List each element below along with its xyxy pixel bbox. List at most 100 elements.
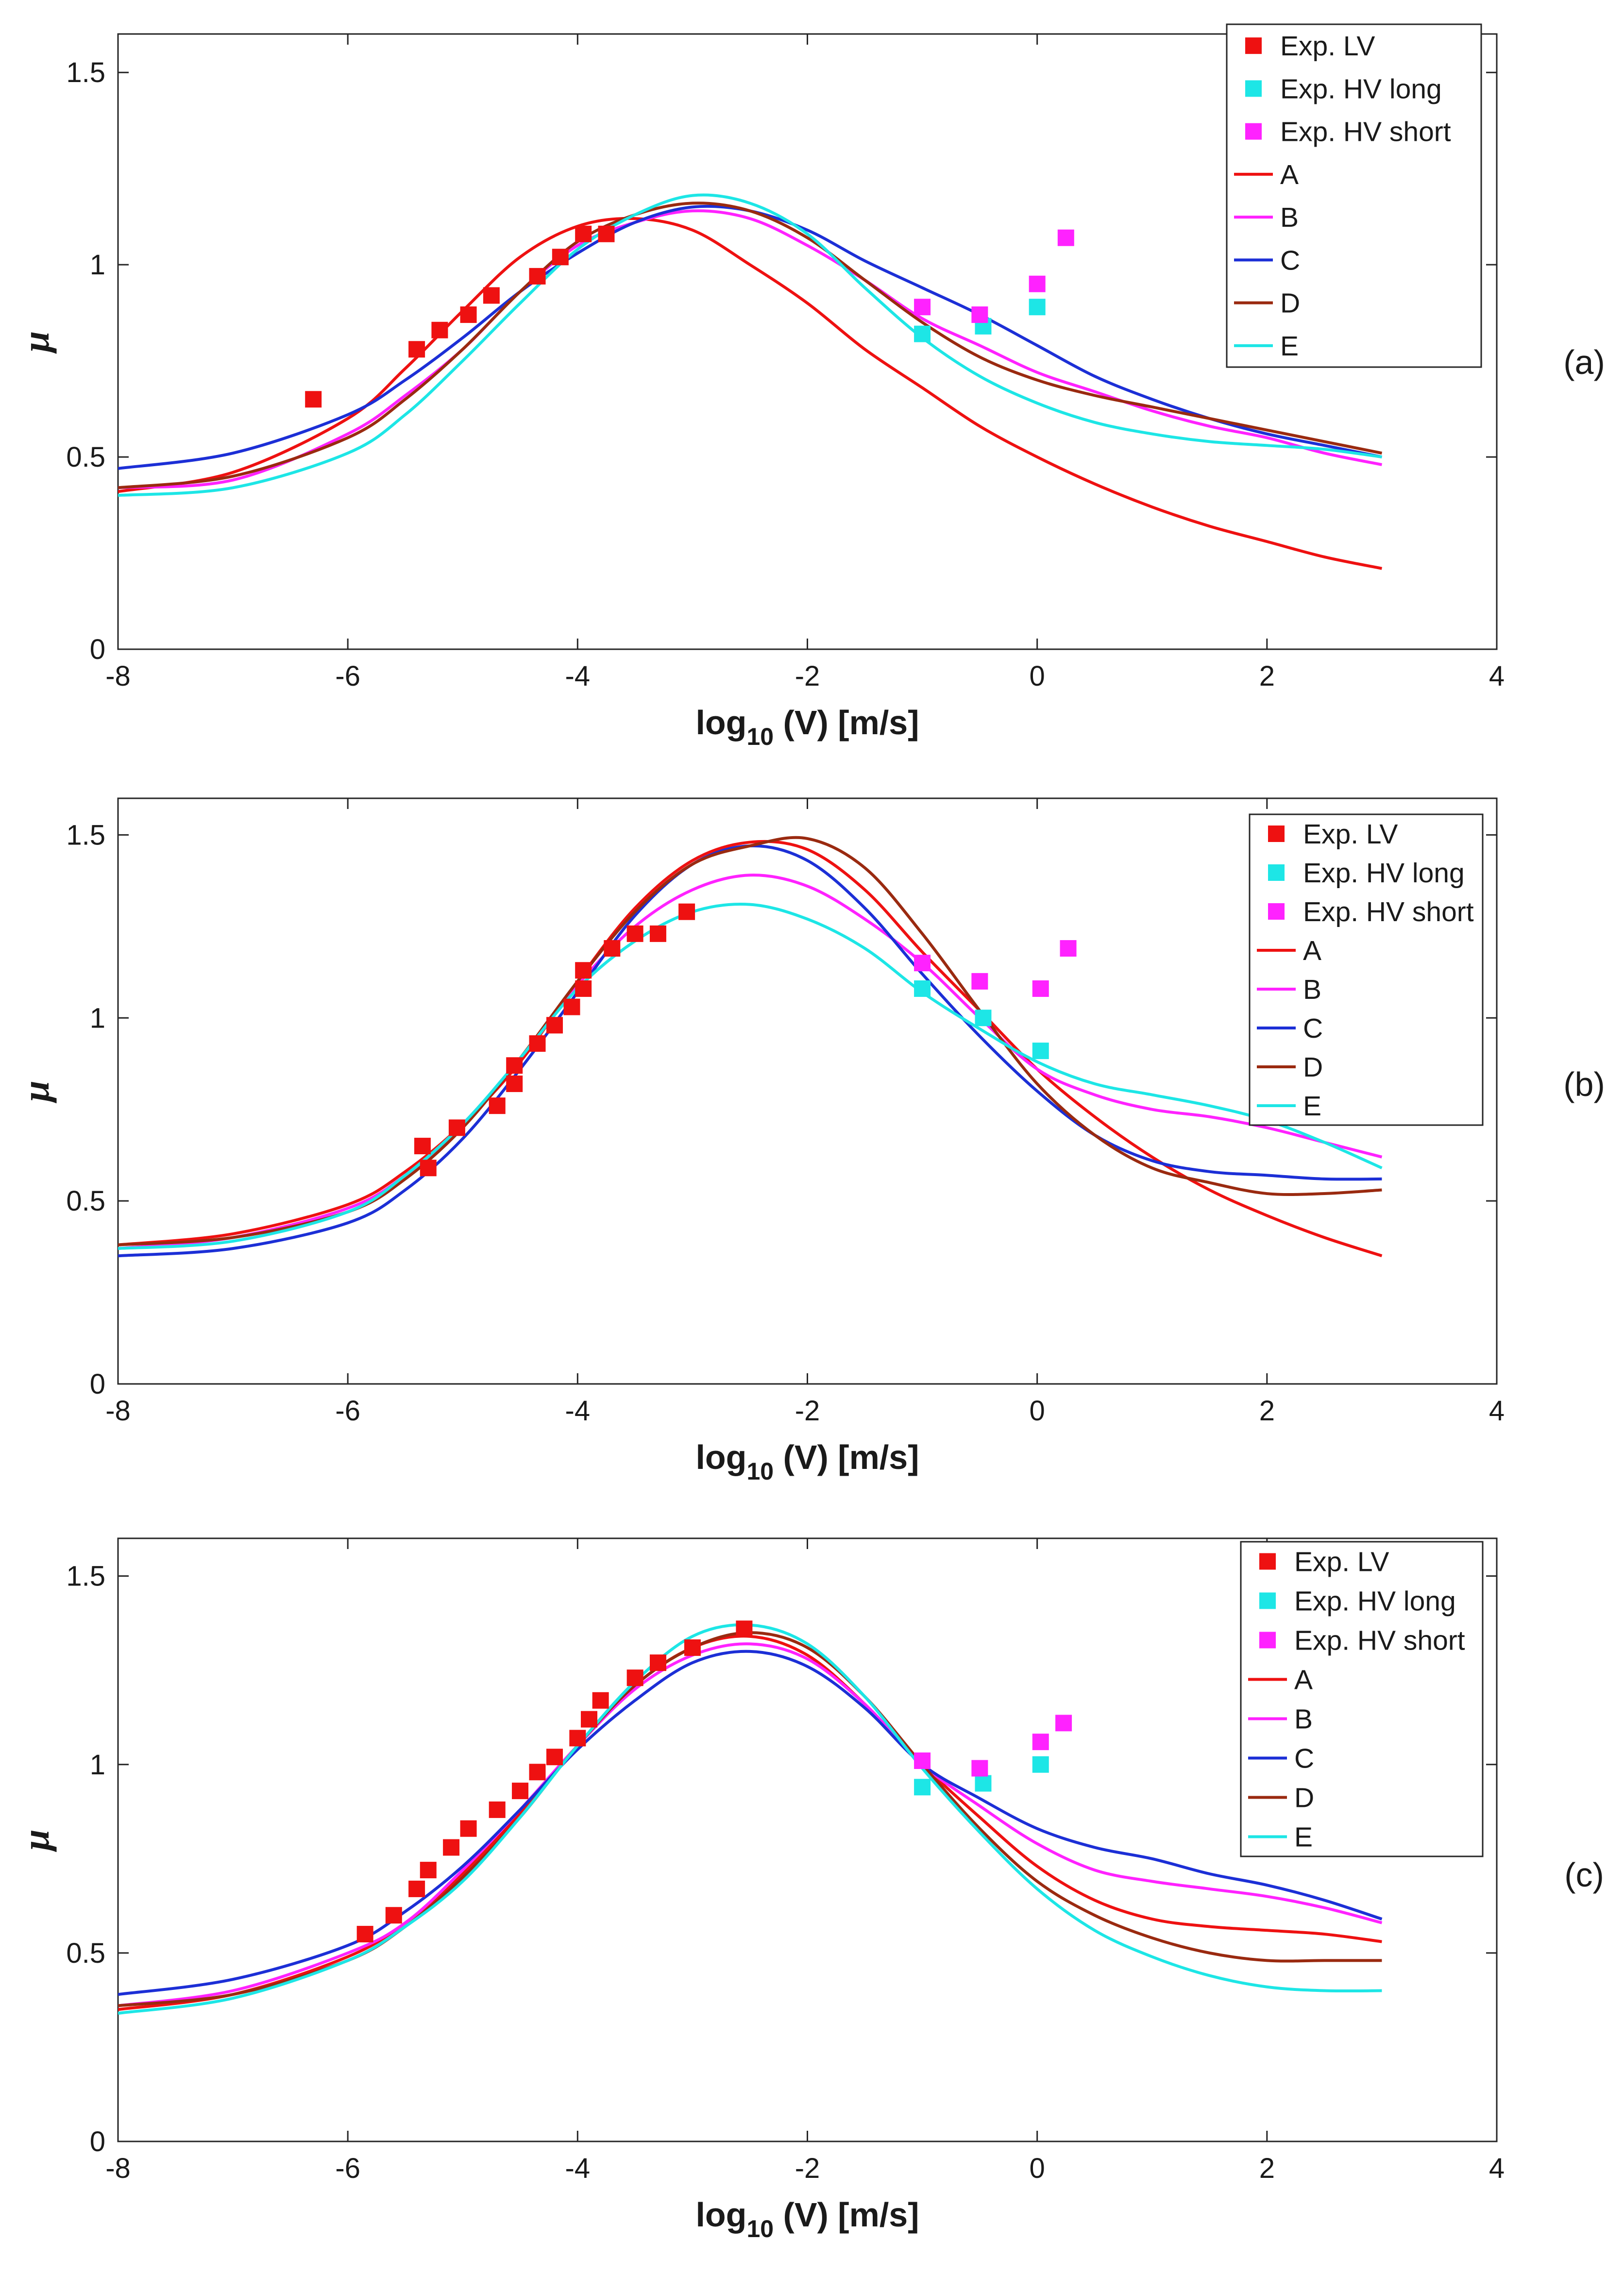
series-line-a bbox=[118, 217, 1383, 570]
x-tick-label: -6 bbox=[335, 2153, 360, 2184]
legend-label: B bbox=[1303, 974, 1321, 1005]
y-tick-label: 0.5 bbox=[66, 1185, 105, 1217]
marker-exp-hv-short bbox=[914, 1752, 931, 1769]
legend-key-marker bbox=[1259, 1632, 1276, 1649]
marker-exp-lv bbox=[489, 1801, 506, 1818]
x-tick-label: 2 bbox=[1259, 2153, 1275, 2184]
marker-exp-lv bbox=[460, 306, 477, 323]
x-tick-label: -2 bbox=[795, 1395, 820, 1427]
legend-label: Exp. LV bbox=[1280, 31, 1375, 62]
marker-exp-lv bbox=[420, 1862, 437, 1879]
x-axis-title-rest: (V) [m/s] bbox=[774, 1438, 919, 1476]
y-tick-label: 1.5 bbox=[66, 57, 105, 88]
x-tick-label: 2 bbox=[1259, 660, 1275, 692]
legend-key-marker bbox=[1259, 1592, 1276, 1609]
marker-exp-lv bbox=[546, 1749, 563, 1766]
legend-box bbox=[1226, 23, 1482, 368]
panel-label: (b) bbox=[1563, 1065, 1605, 1103]
legend-label: C bbox=[1294, 1743, 1314, 1774]
marker-exp-lv bbox=[649, 925, 666, 942]
legend-label: Exp. HV long bbox=[1280, 73, 1442, 104]
series-line-c bbox=[118, 1650, 1383, 1996]
marker-exp-hv-long bbox=[914, 1779, 931, 1796]
marker-exp-hv-short bbox=[971, 1760, 988, 1777]
series-line-e bbox=[118, 1623, 1382, 2015]
marker-exp-hv-long bbox=[1029, 299, 1046, 316]
x-tick-label: 0 bbox=[1030, 2153, 1045, 2184]
y-tick-label: 0 bbox=[90, 1368, 105, 1400]
y-tick-label: 0 bbox=[90, 634, 105, 665]
marker-exp-lv bbox=[420, 1160, 437, 1177]
legend-label: D bbox=[1303, 1052, 1323, 1083]
legend-label: C bbox=[1280, 245, 1300, 276]
x-tick-label: 4 bbox=[1489, 1395, 1505, 1427]
series-line-a bbox=[118, 840, 1383, 1258]
marker-exp-lv bbox=[506, 1075, 523, 1092]
marker-exp-lv bbox=[431, 321, 448, 338]
y-axis-title: μ bbox=[15, 1829, 57, 1852]
marker-exp-lv bbox=[414, 1138, 431, 1155]
x-axis-title: log10 (V) [m/s] bbox=[695, 1438, 919, 1485]
x-tick-label: 0 bbox=[1030, 660, 1045, 692]
x-tick-label: -4 bbox=[565, 660, 591, 692]
marker-exp-hv-short bbox=[1057, 229, 1074, 246]
marker-exp-lv bbox=[552, 249, 569, 266]
legend-key-marker bbox=[1245, 37, 1262, 54]
y-tick-label: 1.5 bbox=[66, 1561, 105, 1592]
marker-exp-lv bbox=[684, 1639, 701, 1656]
legend-box bbox=[1240, 1541, 1484, 1857]
marker-exp-lv bbox=[546, 1017, 563, 1034]
scatter-markers bbox=[356, 1620, 1072, 1943]
panel-label: (c) bbox=[1564, 1856, 1604, 1894]
marker-exp-lv bbox=[489, 1097, 506, 1114]
scatter-markers bbox=[414, 903, 1077, 1177]
chart-panel-b: -8 -6 -4 -2 0 2 4 0 0.5 1 1.5 log10 (V) [m/s] μ Exp. … bbox=[15, 797, 1605, 1485]
marker-exp-lv bbox=[678, 903, 695, 920]
legend-label: Exp. LV bbox=[1294, 1547, 1389, 1578]
marker-exp-hv-short bbox=[1032, 1734, 1049, 1751]
marker-exp-lv bbox=[598, 225, 615, 242]
marker-exp-lv bbox=[580, 1711, 597, 1728]
marker-exp-hv-long bbox=[975, 1775, 992, 1792]
marker-exp-lv bbox=[575, 980, 592, 997]
legend-key-marker bbox=[1259, 1553, 1276, 1570]
x-tick-label: 4 bbox=[1489, 660, 1505, 692]
x-tick-label: -8 bbox=[105, 2153, 131, 2184]
legend-label: A bbox=[1303, 935, 1321, 966]
marker-exp-lv bbox=[443, 1839, 460, 1856]
marker-exp-lv bbox=[356, 1926, 373, 1943]
x-axis-title-main: log bbox=[695, 2196, 746, 2234]
marker-exp-hv-short bbox=[914, 955, 931, 972]
legend-label: Exp. HV short bbox=[1294, 1625, 1465, 1656]
marker-exp-lv bbox=[483, 287, 500, 304]
marker-exp-lv bbox=[592, 1692, 609, 1709]
x-tick-label: 2 bbox=[1259, 1395, 1275, 1427]
marker-exp-hv-short bbox=[914, 299, 931, 316]
x-tick-label: -4 bbox=[565, 1395, 591, 1427]
legend-label: D bbox=[1294, 1783, 1314, 1814]
series-line-e bbox=[118, 193, 1382, 497]
y-tick-label: 1 bbox=[90, 1749, 105, 1781]
legend-label: C bbox=[1303, 1013, 1323, 1044]
marker-exp-lv bbox=[575, 225, 592, 242]
x-axis-title-main: log bbox=[695, 704, 746, 741]
legend-label: B bbox=[1280, 202, 1299, 233]
legend-label: Exp. HV short bbox=[1280, 117, 1451, 148]
chart-panel-c: -8 -6 -4 -2 0 2 4 0 0.5 1 1.5 log10 (V) [m/s] μ Exp. … bbox=[15, 1537, 1604, 2242]
marker-exp-lv bbox=[563, 998, 580, 1015]
legend-label: A bbox=[1294, 1665, 1313, 1696]
marker-exp-lv bbox=[448, 1119, 465, 1136]
marker-exp-lv bbox=[385, 1907, 402, 1924]
panel-label: (a) bbox=[1563, 343, 1605, 381]
x-tick-label: -8 bbox=[105, 660, 131, 692]
marker-exp-hv-long bbox=[914, 325, 931, 342]
scatter-markers bbox=[305, 225, 1074, 408]
marker-exp-lv bbox=[529, 268, 546, 285]
legend-key-marker bbox=[1268, 864, 1285, 881]
y-axis-title: μ bbox=[15, 331, 57, 354]
marker-exp-lv bbox=[408, 1880, 425, 1897]
y-tick-label: 0.5 bbox=[66, 1937, 105, 1969]
legend-key-marker bbox=[1245, 123, 1262, 140]
series-line-d bbox=[118, 836, 1382, 1247]
y-axis-title: μ bbox=[15, 1080, 57, 1103]
